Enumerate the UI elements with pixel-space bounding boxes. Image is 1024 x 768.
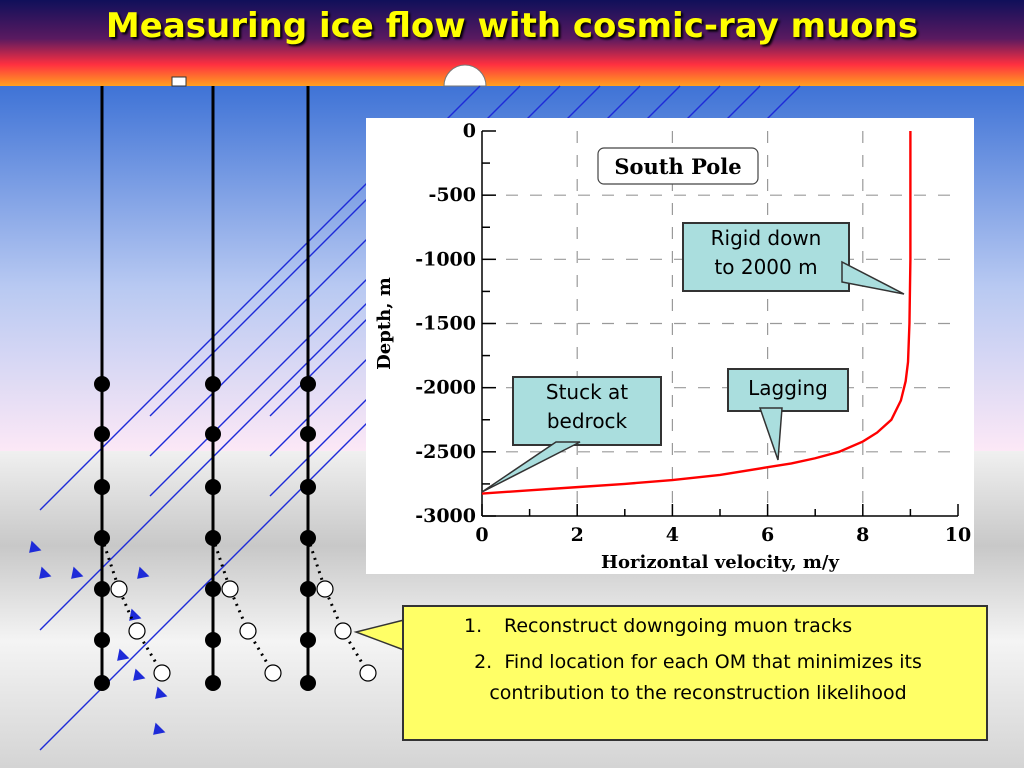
muon-arrow-icon [71,566,84,579]
chart-svg: 0 2 4 6 8 10 0 -500 -1000 -1500 -2000 -2500 -3000 Hor… [374,120,971,573]
optical-module [94,376,110,392]
displaced-optical-module [128,622,146,640]
optical-module [205,675,221,691]
displaced-optical-module [221,580,239,598]
optical-module [300,675,316,691]
y-tick-label: -2000 [415,377,476,399]
optical-module [205,581,221,597]
optical-module [205,426,221,442]
callout-lagging: Lagging [727,368,849,412]
optical-module [94,426,110,442]
callout-rigid-line2: to 2000 m [714,255,818,279]
chart-title-box [597,147,759,185]
muon-arrow-icon [133,668,146,681]
method-notes: 1. Reconstruct downgoing muon tracks 2. F… [402,605,988,741]
muon-arrow-icon [137,566,150,579]
muon-track [39,299,371,631]
x-tick-label: 6 [761,524,774,546]
depth-velocity-chart: 0 2 4 6 8 10 0 -500 -1000 -1500 -2000 -2500 -3000 Hor… [366,118,974,574]
optical-module [300,479,316,495]
muon-arrow-icon [155,686,168,699]
note-number-1: 1. [464,615,483,637]
displaced-optical-module [316,580,334,598]
muon-arrow-icon [153,722,166,735]
optical-module [300,426,316,442]
optical-module [205,632,221,648]
muon-track [39,179,371,511]
optical-module [205,479,221,495]
x-tick-label: 10 [945,524,971,546]
south-pole-dome-icon [443,64,487,87]
optical-module [94,581,110,597]
callout-rigid-line1: Rigid down [710,226,822,250]
muon-track [39,419,371,751]
x-tick-label: 2 [571,524,584,546]
note-text-1: Reconstruct downgoing muon tracks [504,615,853,637]
callout-bedrock-line2: bedrock [546,409,628,433]
chart-title: South Pole [614,154,741,179]
optical-module [94,632,110,648]
y-tick-label: -1000 [415,248,476,270]
displaced-optical-module [359,664,377,682]
displaced-optical-module [334,622,352,640]
x-axis-label: Horizontal velocity, m/y [601,552,839,573]
slide-title: Measuring ice flow with cosmic-ray muons [105,6,919,46]
muon-arrow-icon [29,540,42,553]
displaced-optical-module [110,580,128,598]
callout-rigid: Rigid down to 2000 m [682,222,850,292]
note-item-1: 1. Reconstruct downgoing muon tracks [464,615,852,637]
muon-arrow-icon [117,648,130,661]
y-tick-label: -1500 [415,313,476,335]
callout-bedrock-line1: Stuck at [545,380,629,404]
muon-arrow-icon [39,566,52,579]
y-tick-label: 0 [463,120,476,142]
detector-strings [94,86,377,691]
callout-bedrock: Stuck at bedrock [512,376,662,446]
y-tick-label: -3000 [415,505,476,527]
x-tick-label: 4 [666,524,679,546]
y-axis-label: Depth, m [374,277,395,370]
x-tick-label: 8 [856,524,869,546]
displaced-optical-module [264,664,282,682]
velocity-curve [481,131,912,495]
y-tick-label: -500 [428,184,476,206]
displaced-optical-module [153,664,171,682]
x-tick-label: 0 [475,524,488,546]
optical-module [94,479,110,495]
optical-module [205,376,221,392]
callout-lagging-line1: Lagging [748,376,828,400]
optical-module [300,581,316,597]
surface-building-icon [171,76,187,87]
displaced-optical-module [239,622,257,640]
note-item-2: 2. Find location for each OM that minimi… [428,647,968,709]
optical-module [300,632,316,648]
y-tick-label: -2500 [415,441,476,463]
optical-module [94,675,110,691]
optical-module [300,376,316,392]
note-text-2: Find location for each OM that minimizes… [489,651,922,704]
note-number-2: 2. [474,651,493,673]
